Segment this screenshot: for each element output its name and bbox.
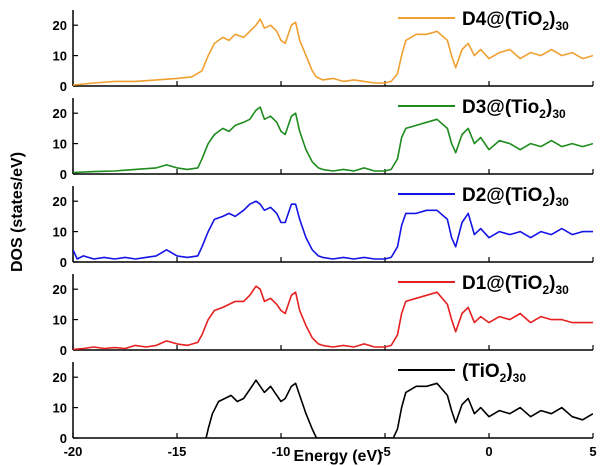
legend-subscript: 2: [542, 195, 549, 209]
x-tick-label: -5: [379, 444, 391, 459]
y-tick-label: 0: [60, 431, 67, 446]
y-tick-label: 20: [53, 370, 67, 385]
y-tick-label: 10: [53, 137, 67, 152]
y-tick-label: 20: [53, 106, 67, 121]
y-tick-label: 10: [53, 401, 67, 416]
y-tick-label: 20: [53, 18, 67, 33]
legend-subscript: 2: [500, 371, 507, 385]
panel: 0 10 20 D4@(TiO2)30: [53, 9, 594, 94]
legend-text-part: (TiO: [462, 361, 500, 382]
legend-text-part: ): [549, 273, 555, 294]
panel: 0 10 20 D1@(TiO2)30: [53, 273, 594, 358]
y-tick-label: 0: [60, 343, 67, 358]
series-line: [73, 106, 593, 174]
x-axis-title: Energy (eV): [294, 448, 383, 465]
series-line: [73, 18, 593, 86]
y-tick-label: 10: [53, 49, 67, 64]
legend-text-part: ): [546, 97, 552, 118]
legend-label: (TiO2)30: [462, 361, 526, 385]
legend-subscript: 30: [555, 283, 569, 297]
y-tick-label: 0: [60, 167, 67, 182]
x-tick-label: 5: [589, 444, 596, 459]
series-line: [73, 200, 593, 260]
y-tick-label: 20: [53, 282, 67, 297]
series-line: [73, 285, 593, 350]
series-line: [205, 379, 593, 438]
legend-text-part: ): [549, 9, 555, 30]
legend-text-part: D4@(TiO: [462, 9, 542, 30]
legend-label: D2@(TiO2)30: [462, 185, 569, 209]
legend-subscript: 30: [555, 195, 569, 209]
legend-text-part: D2@(TiO: [462, 185, 542, 206]
legend-subscript: 30: [555, 19, 569, 33]
legend-text-part: D3@(Tio: [462, 97, 539, 118]
legend-subscript: 2: [542, 19, 549, 33]
legend-label: D4@(TiO2)30: [462, 9, 569, 33]
legend-label: D3@(Tio2)30: [462, 97, 566, 121]
legend-subscript: 2: [539, 107, 546, 121]
legend-text-part: ): [506, 361, 512, 382]
x-tick-label: -15: [168, 444, 187, 459]
legend-subscript: 2: [542, 283, 549, 297]
legend-label: D1@(TiO2)30: [462, 273, 569, 297]
y-tick-label: 0: [60, 79, 67, 94]
x-axis-ticks: -20 -15 -10 -5 0 5: [64, 444, 597, 459]
legend-text-part: ): [549, 185, 555, 206]
y-tick-label: 10: [53, 225, 67, 240]
legend-subscript: 30: [513, 371, 527, 385]
legend-subscript: 30: [552, 107, 566, 121]
y-tick-label: 10: [53, 313, 67, 328]
x-tick-label: -20: [64, 444, 83, 459]
legend-text-part: D1@(TiO: [462, 273, 542, 294]
x-tick-label: 0: [485, 444, 492, 459]
x-tick-label: -10: [272, 444, 291, 459]
panel: 0 10 20 D3@(Tio2)30: [53, 97, 594, 182]
y-tick-label: 0: [60, 255, 67, 270]
panel: 0 10 20 D2@(TiO2)30: [53, 185, 594, 270]
y-axis-title: DOS (states/eV): [9, 152, 26, 272]
y-tick-label: 20: [53, 194, 67, 209]
panel: 0 10 20 (TiO2)30: [53, 361, 594, 446]
